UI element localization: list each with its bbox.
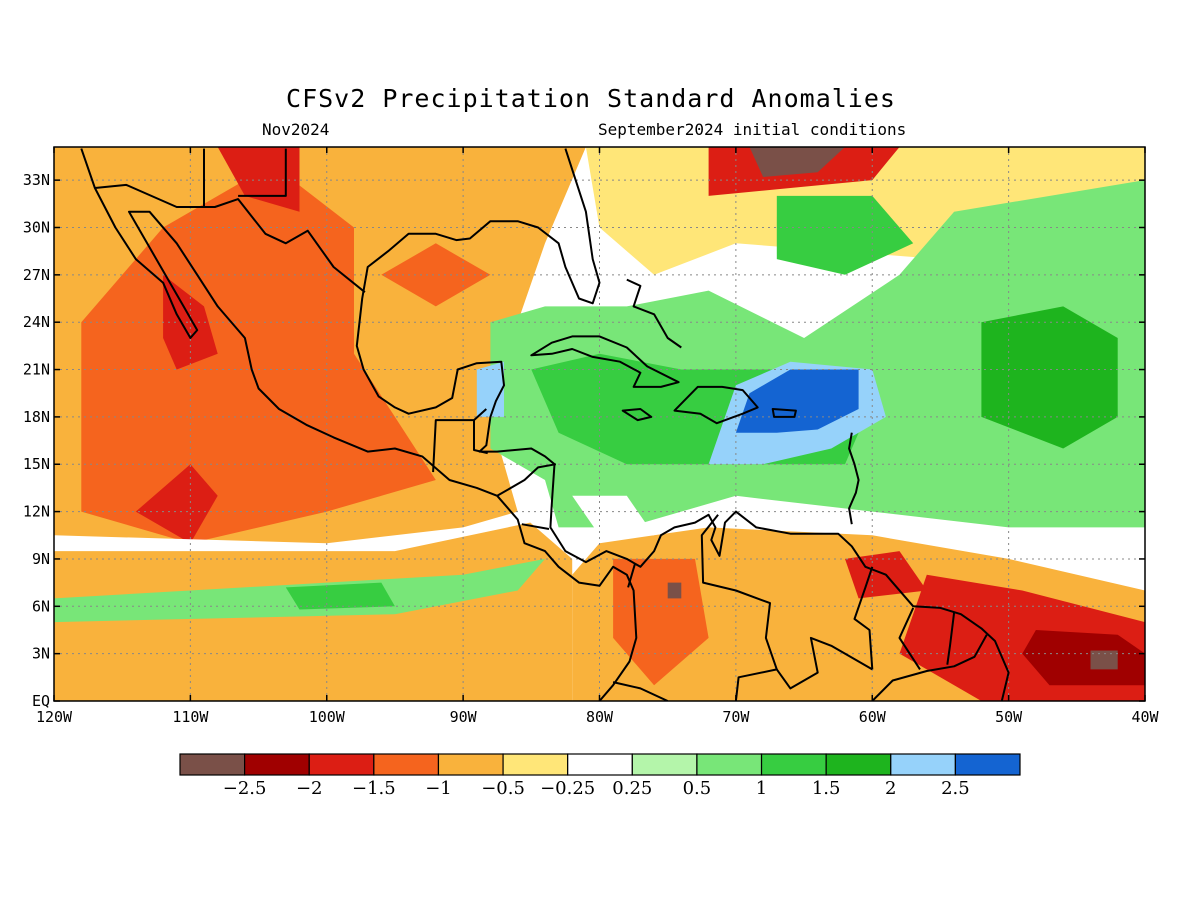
colorbar-label: 1 <box>756 778 767 799</box>
init-conditions-label: September2024 initial conditions <box>598 120 907 139</box>
y-tick-label: 15N <box>23 455 50 473</box>
border-colombia-venezuela <box>700 514 778 701</box>
border-panama-colombia <box>627 563 636 588</box>
shade-epac-core <box>135 464 218 544</box>
coast-cuba <box>530 335 680 388</box>
colorbar-swatch <box>890 753 956 776</box>
valid-month-label: Nov2024 <box>262 120 330 139</box>
y-tick-label: 30N <box>23 218 50 236</box>
border-venezuela-guyana <box>853 566 874 670</box>
x-tick-label: 120W <box>36 708 73 726</box>
colorbar-swatch <box>437 753 504 776</box>
latitude-axis: EQ 3N 6N 9N 12N 15N 18N 21N 24N 27N 30N 33N <box>23 171 1145 710</box>
shade-itcz-core <box>285 582 395 610</box>
lat-lon-grid <box>54 147 1145 701</box>
shade-guianas-core <box>1022 630 1145 686</box>
colorbar-swatch <box>760 753 827 776</box>
shade-guianas-max <box>1090 650 1118 670</box>
colorbar-swatch <box>954 753 1021 776</box>
colorbar-label: −0.25 <box>540 778 595 799</box>
border-guyana-suriname <box>898 607 921 670</box>
coast-puerto-rico <box>771 408 797 418</box>
shade-atl-core <box>981 306 1118 449</box>
y-tick-label: EQ <box>32 692 50 710</box>
y-tick-label: 9N <box>32 550 50 568</box>
colorbar-label: 2.5 <box>941 778 970 799</box>
colorbar-label: 2 <box>885 778 896 799</box>
shade-hispaniola-core <box>735 369 859 433</box>
colorbar-label: −1.5 <box>352 778 396 799</box>
coast-hispaniola <box>673 385 759 425</box>
border-suriname-guiana <box>946 612 956 665</box>
x-tick-label: 60W <box>859 708 887 726</box>
longitude-axis: 120W 110W 100W 90W 80W 70W 60W 50W 40W <box>36 147 1160 726</box>
colorbar-label: 0.5 <box>683 778 712 799</box>
x-tick-label: 80W <box>586 708 614 726</box>
map-field <box>54 147 1145 701</box>
border-mexico-guatemala <box>432 408 487 473</box>
border-guiana-brazil <box>871 634 988 701</box>
colorbar-swatch <box>631 753 698 776</box>
map-title: CFSv2 Precipitation Standard Anomalies <box>286 84 896 113</box>
shade-mexico-dry <box>81 164 436 544</box>
border-honduras-nicaragua <box>496 463 557 497</box>
x-tick-label: 70W <box>722 708 750 726</box>
y-tick-label: 18N <box>23 408 50 426</box>
colorbar-swatch <box>179 753 246 776</box>
colorbar-swatch <box>502 753 569 776</box>
colorbar-swatch <box>308 753 375 776</box>
y-tick-label: 21N <box>23 361 50 379</box>
shade-north-atl-wet <box>776 195 914 275</box>
shade-colombia-core <box>667 582 682 599</box>
colorbar-swatch <box>373 753 440 776</box>
x-tick-label: 110W <box>172 708 209 726</box>
border-central-america <box>473 420 488 455</box>
x-tick-label: 50W <box>995 708 1023 726</box>
colorbar-label: 0.25 <box>612 778 652 799</box>
border-us-mexico <box>94 183 366 293</box>
colorbar-swatch <box>825 753 892 776</box>
y-tick-label: 27N <box>23 266 50 284</box>
y-tick-label: 6N <box>32 597 50 615</box>
y-tick-label: 33N <box>23 171 50 189</box>
coast-bahamas <box>626 278 682 349</box>
colorbar-swatch <box>567 753 633 776</box>
colorbar-label: −2.5 <box>223 778 267 799</box>
border-venezuela-brazil <box>775 636 873 690</box>
colorbar-swatch <box>696 753 763 776</box>
border-nicaragua-costa-rica <box>521 523 550 530</box>
coast-gulf-mexico <box>355 148 1010 701</box>
coast-jamaica <box>621 408 653 422</box>
border-us-states-2 <box>238 148 287 197</box>
y-tick-label: 3N <box>32 645 50 663</box>
shade-natl-core <box>749 147 845 177</box>
x-tick-label: 90W <box>450 708 478 726</box>
colorbar: −2.5 −2 −1.5 −1 −0.5 −0.25 0.25 0.5 1 1.5 2 2.5 <box>179 753 1021 799</box>
colorbar-label: −2 <box>296 778 323 799</box>
border-colombia-ecuador <box>612 681 669 701</box>
y-tick-label: 12N <box>23 503 50 521</box>
colorbar-swatch <box>244 753 310 776</box>
shade-white-band-1 <box>54 503 545 552</box>
coastlines <box>80 148 1010 701</box>
coast-pacific-mexico <box>80 148 638 701</box>
colorbar-label: 1.5 <box>812 778 841 799</box>
x-tick-label: 100W <box>309 708 346 726</box>
colorbar-label: −0.5 <box>481 778 525 799</box>
coast-lesser-antilles <box>848 432 860 525</box>
x-tick-label: 40W <box>1131 708 1159 726</box>
shade-yucatan-wet <box>476 361 504 417</box>
colorbar-label: −1 <box>425 778 452 799</box>
shade-white-band-2 <box>572 495 655 536</box>
y-tick-label: 24N <box>23 313 50 331</box>
shade-gulf-dry <box>381 243 491 307</box>
